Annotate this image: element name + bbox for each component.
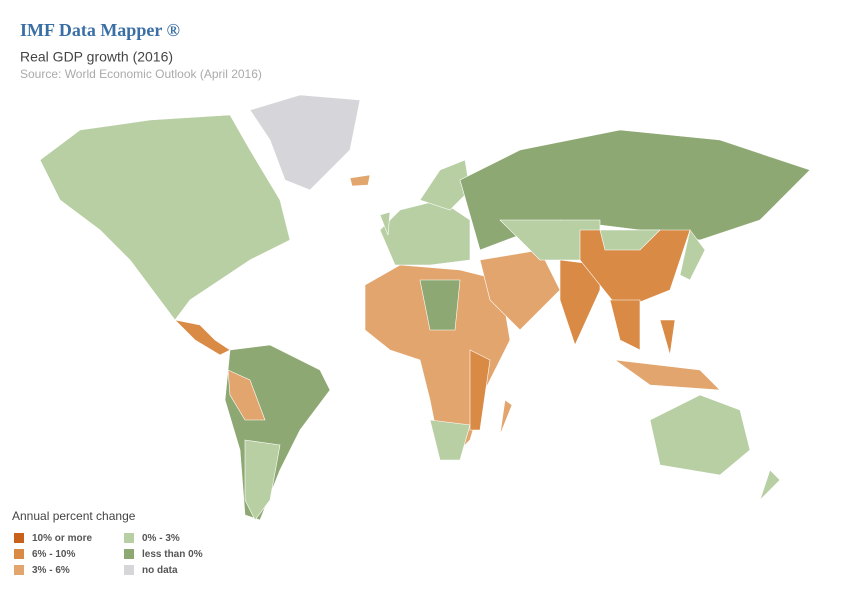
legend-label: no data — [142, 565, 178, 576]
mongolia — [599, 229, 661, 251]
middle-east — [479, 249, 561, 331]
title: IMF Data Mapper ® — [20, 20, 180, 40]
europe — [379, 199, 471, 266]
legend-swatch — [14, 549, 24, 559]
world-map — [39, 94, 811, 521]
central-america — [174, 319, 231, 356]
north-africa — [419, 279, 461, 331]
uk — [379, 211, 391, 236]
legend-label: 10% or more — [32, 533, 92, 544]
legend-swatch — [14, 533, 24, 543]
legend-title: Annual percent change — [12, 509, 136, 523]
legend-label: 6% - 10% — [32, 549, 75, 560]
legend: 10% or more 6% - 10% 3% - 6% 0% - 3% less th… — [14, 533, 203, 576]
east-africa — [469, 349, 491, 431]
legend-swatch — [14, 565, 24, 575]
legend-label: 3% - 6% — [32, 565, 70, 576]
indonesia — [614, 359, 721, 391]
greenland — [249, 94, 361, 191]
legend-label: 0% - 3% — [142, 533, 180, 544]
madagascar — [499, 399, 513, 436]
iceland — [349, 174, 371, 187]
north-america — [39, 114, 291, 321]
legend-swatch — [124, 565, 134, 575]
japan — [679, 229, 706, 281]
source: Source: World Economic Outlook (April 20… — [20, 67, 262, 81]
legend-swatch — [124, 533, 134, 543]
new-zealand — [759, 469, 781, 501]
philippines — [659, 319, 676, 356]
australia — [649, 394, 751, 476]
argentina — [244, 439, 281, 521]
legend-swatch — [124, 549, 134, 559]
peru — [227, 369, 266, 421]
southeast-asia — [609, 299, 641, 351]
southern-africa — [429, 419, 471, 461]
scandinavia — [419, 159, 471, 211]
subtitle: Real GDP growth (2016) — [20, 49, 173, 65]
legend-label: less than 0% — [142, 549, 203, 560]
south-america — [224, 344, 331, 521]
